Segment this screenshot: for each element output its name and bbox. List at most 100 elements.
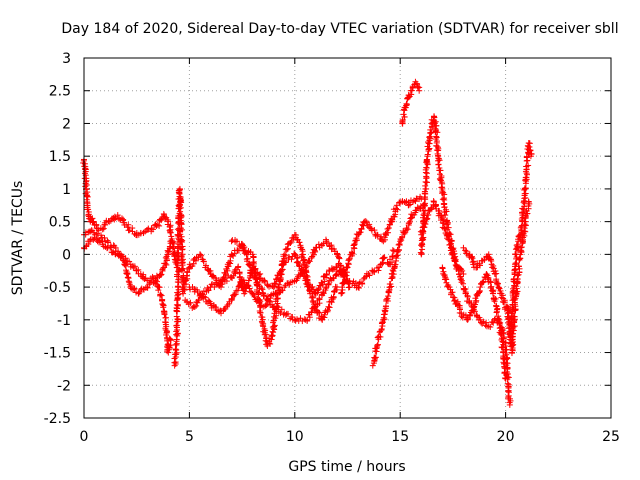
data-point-marker: [163, 331, 170, 338]
data-point-marker: [233, 238, 240, 245]
data-point-marker: [291, 251, 298, 258]
data-point-marker: [462, 247, 469, 254]
data-point-marker: [159, 297, 166, 304]
data-point-marker: [189, 304, 196, 311]
data-point-marker: [176, 205, 183, 212]
data-point-marker: [171, 355, 178, 362]
data-point-marker: [326, 304, 333, 311]
data-point-marker: [333, 263, 340, 270]
data-point-marker: [259, 286, 266, 293]
data-point-marker: [449, 237, 456, 244]
data-point-marker: [85, 206, 92, 213]
data-point-marker: [125, 278, 132, 285]
data-point-marker: [384, 295, 391, 302]
data-point-marker: [311, 247, 318, 254]
data-point-marker: [99, 226, 106, 233]
data-point-marker: [439, 196, 446, 203]
data-point-marker: [261, 277, 268, 284]
data-point-marker: [277, 270, 284, 277]
data-point-marker: [90, 218, 97, 225]
data-point-marker: [174, 289, 181, 296]
data-point-marker: [173, 328, 180, 335]
data-point-marker: [178, 221, 185, 228]
data-point-marker: [413, 80, 420, 87]
data-point-marker: [175, 268, 182, 275]
data-point-marker: [161, 310, 168, 317]
data-point-marker: [179, 246, 186, 253]
data-point-marker: [149, 226, 156, 233]
data-point-marker: [325, 303, 332, 310]
y-tick-label: -1: [57, 313, 71, 329]
data-point-marker: [180, 285, 187, 292]
data-point-marker: [252, 275, 259, 282]
data-point-marker: [406, 201, 413, 208]
data-point-marker: [157, 272, 164, 279]
data-point-marker: [477, 316, 484, 323]
data-point-marker: [100, 225, 107, 232]
data-point-marker: [120, 216, 127, 223]
y-tick-label: -1.5: [44, 346, 71, 362]
x-tick-label: 10: [286, 429, 304, 445]
data-point-marker: [166, 244, 173, 251]
data-point-marker: [322, 285, 329, 292]
data-point-marker: [381, 236, 388, 243]
data-points: [80, 78, 535, 408]
data-point-marker: [167, 229, 174, 236]
data-point-marker: [392, 261, 399, 268]
data-point-marker: [375, 267, 382, 274]
data-point-marker: [296, 262, 303, 269]
data-point-marker: [439, 265, 446, 272]
data-point-marker: [253, 274, 260, 281]
data-point-marker: [323, 271, 330, 278]
y-tick-label: 1.5: [49, 149, 71, 165]
data-point-marker: [174, 262, 181, 269]
data-point-marker: [346, 256, 353, 263]
data-point-marker: [423, 170, 430, 177]
data-point-marker: [308, 308, 315, 315]
data-point-marker: [127, 284, 134, 291]
y-tick-label: 2.5: [49, 84, 71, 100]
data-point-marker: [175, 249, 182, 256]
data-point-marker: [423, 185, 430, 192]
data-point-marker: [315, 309, 322, 316]
data-point-marker: [500, 330, 507, 337]
data-point-marker: [166, 345, 173, 352]
data-point-marker: [261, 292, 268, 299]
data-point-marker: [374, 341, 381, 348]
data-point-marker: [256, 296, 263, 303]
data-point-marker: [232, 291, 239, 298]
data-point-marker: [244, 255, 251, 262]
data-point-marker: [402, 104, 409, 111]
data-point-marker: [202, 294, 209, 301]
data-point-marker: [200, 258, 207, 265]
data-point-marker: [374, 343, 381, 349]
data-point-marker: [468, 300, 475, 307]
data-point-marker: [179, 246, 186, 253]
data-point-marker: [499, 338, 506, 345]
data-point-marker: [483, 271, 490, 277]
data-point-marker: [441, 225, 448, 232]
data-point-marker: [371, 269, 378, 276]
data-point-marker: [158, 271, 165, 278]
data-point-marker: [471, 308, 478, 315]
data-point-marker: [401, 230, 408, 237]
data-point-marker: [501, 299, 508, 306]
data-point-marker: [425, 140, 432, 147]
data-point-marker: [174, 301, 181, 308]
data-point-marker: [271, 323, 278, 330]
data-point-marker: [200, 288, 207, 295]
data-point-marker: [223, 303, 230, 310]
data-point-marker: [377, 333, 384, 340]
data-point-marker: [480, 278, 487, 285]
data-point-marker: [174, 232, 181, 239]
data-point-marker: [394, 206, 401, 213]
data-point-marker: [155, 287, 162, 294]
data-point-marker: [176, 189, 183, 196]
data-point-marker: [390, 268, 397, 275]
data-point-marker: [105, 239, 112, 246]
data-point-marker: [385, 288, 392, 295]
data-point-marker: [421, 219, 428, 226]
data-point-marker: [491, 298, 498, 305]
data-point-marker: [160, 302, 167, 309]
